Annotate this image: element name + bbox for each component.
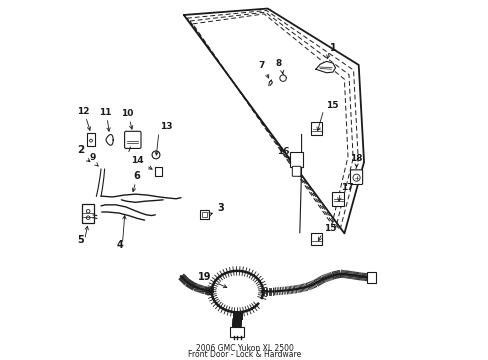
FancyBboxPatch shape bbox=[202, 212, 206, 217]
Text: 17: 17 bbox=[340, 183, 353, 192]
Text: 7: 7 bbox=[258, 61, 264, 70]
FancyBboxPatch shape bbox=[86, 133, 95, 146]
Text: 9: 9 bbox=[89, 153, 96, 162]
Text: 1: 1 bbox=[329, 43, 336, 53]
FancyBboxPatch shape bbox=[289, 152, 303, 167]
Text: 2: 2 bbox=[77, 145, 84, 156]
Text: 11: 11 bbox=[99, 108, 111, 117]
Text: 10: 10 bbox=[121, 109, 133, 118]
Text: 5: 5 bbox=[77, 235, 83, 246]
FancyBboxPatch shape bbox=[366, 272, 375, 283]
Text: 18: 18 bbox=[349, 154, 362, 163]
Text: 12: 12 bbox=[77, 107, 89, 116]
FancyBboxPatch shape bbox=[124, 131, 141, 148]
Text: 13: 13 bbox=[159, 122, 172, 131]
Text: 19: 19 bbox=[198, 272, 211, 282]
FancyBboxPatch shape bbox=[82, 204, 94, 224]
Polygon shape bbox=[315, 61, 335, 73]
FancyBboxPatch shape bbox=[292, 166, 300, 176]
Text: 4: 4 bbox=[117, 240, 123, 249]
Circle shape bbox=[279, 75, 285, 81]
Text: 14: 14 bbox=[131, 156, 143, 165]
FancyBboxPatch shape bbox=[230, 327, 244, 337]
Text: 15: 15 bbox=[325, 101, 338, 110]
Text: 6: 6 bbox=[133, 171, 140, 181]
Text: 2006 GMC Yukon XL 2500: 2006 GMC Yukon XL 2500 bbox=[195, 344, 293, 353]
FancyBboxPatch shape bbox=[332, 192, 344, 206]
FancyBboxPatch shape bbox=[200, 210, 209, 220]
Circle shape bbox=[152, 151, 160, 159]
Polygon shape bbox=[106, 135, 113, 145]
Text: 3: 3 bbox=[217, 203, 224, 213]
Text: 16: 16 bbox=[276, 147, 289, 156]
FancyBboxPatch shape bbox=[350, 170, 362, 184]
Text: Front Door - Lock & Hardware: Front Door - Lock & Hardware bbox=[187, 350, 301, 359]
Text: 15: 15 bbox=[323, 224, 336, 233]
FancyBboxPatch shape bbox=[154, 167, 162, 176]
FancyBboxPatch shape bbox=[310, 122, 322, 135]
Text: 8: 8 bbox=[275, 59, 281, 68]
FancyBboxPatch shape bbox=[310, 233, 322, 245]
